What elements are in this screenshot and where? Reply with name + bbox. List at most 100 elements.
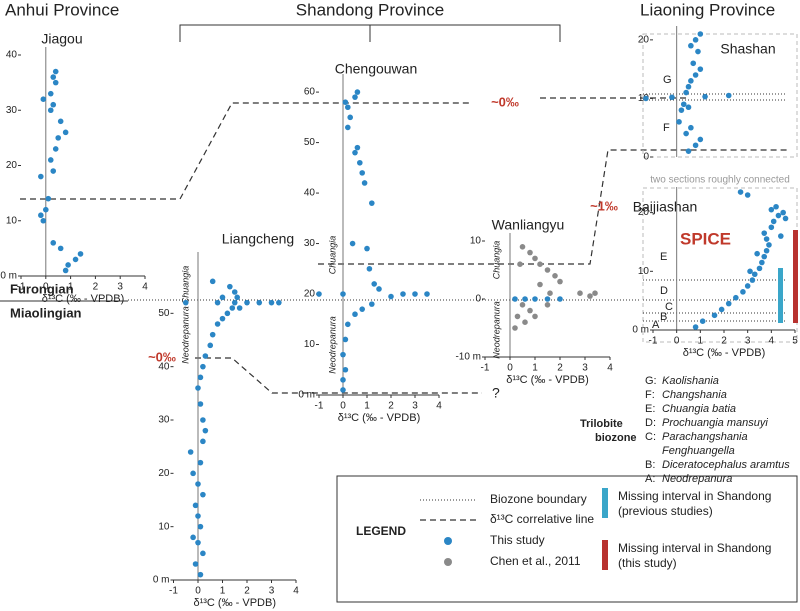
x-tick-label: 3 bbox=[412, 401, 418, 412]
data-point bbox=[544, 267, 551, 273]
annotation: ~1‰ bbox=[590, 198, 618, 213]
y-tick-label: 10 bbox=[158, 521, 170, 532]
y-tick-label: 0 bbox=[643, 152, 649, 163]
data-point bbox=[514, 313, 521, 320]
data-point bbox=[345, 321, 351, 328]
data-point bbox=[342, 366, 349, 373]
data-point bbox=[692, 324, 699, 330]
data-point bbox=[190, 470, 196, 477]
data-point bbox=[40, 96, 47, 102]
y-tick-label: 0 m bbox=[153, 575, 170, 586]
x-tick-label: 1 bbox=[532, 363, 538, 374]
x-tick-label: -1 bbox=[649, 336, 658, 347]
data-point bbox=[352, 149, 358, 156]
correlative-line bbox=[195, 357, 482, 394]
zone-name: Chuangia bbox=[180, 266, 190, 305]
data-point bbox=[676, 119, 682, 125]
data-point bbox=[227, 283, 233, 290]
province: Liaoning Province bbox=[640, 0, 775, 19]
bracket bbox=[179, 24, 561, 42]
legend-label: Biozone boundary bbox=[490, 492, 587, 506]
biozone-title: biozone bbox=[595, 432, 637, 444]
data-point bbox=[692, 72, 699, 78]
zone-letter: B bbox=[660, 311, 667, 323]
x-tick-label: 2 bbox=[388, 401, 394, 412]
data-point bbox=[55, 135, 61, 141]
data-point bbox=[244, 299, 250, 306]
data-point bbox=[354, 144, 361, 151]
data-point bbox=[47, 90, 54, 97]
data-point bbox=[577, 290, 583, 297]
biozone-name: Diceratocephalus aramtus bbox=[662, 459, 790, 471]
legend-label: (this study) bbox=[618, 556, 677, 570]
x-tick-label: -1 bbox=[315, 401, 324, 412]
correlative-line bbox=[318, 149, 790, 265]
legend-symbol bbox=[602, 488, 608, 518]
data-point bbox=[200, 550, 206, 557]
data-point bbox=[643, 95, 649, 102]
data-point bbox=[77, 251, 84, 257]
legend-label: δ¹³C correlative line bbox=[490, 512, 594, 526]
legend-title: LEGEND bbox=[356, 524, 406, 538]
x-axis-label: δ¹³C (‰ - VPDB) bbox=[42, 293, 125, 305]
data-point bbox=[197, 374, 204, 381]
data-point bbox=[744, 192, 751, 198]
x-tick-label: 0 bbox=[43, 282, 49, 293]
panel-title: Baijiashan bbox=[633, 199, 698, 215]
data-point bbox=[57, 118, 64, 125]
data-point bbox=[557, 278, 563, 285]
data-point bbox=[733, 294, 739, 301]
data-point bbox=[763, 236, 770, 242]
data-point bbox=[340, 351, 346, 358]
missing-interval bbox=[778, 268, 783, 323]
data-point bbox=[770, 218, 777, 225]
data-point bbox=[754, 250, 760, 257]
data-point bbox=[692, 142, 699, 149]
annotation: ? bbox=[492, 385, 500, 401]
annotation: ~0‰ bbox=[148, 349, 176, 364]
data-point bbox=[522, 296, 528, 302]
data-point bbox=[702, 93, 708, 100]
zone-letter: A bbox=[652, 319, 660, 331]
data-point bbox=[342, 336, 349, 343]
data-point bbox=[224, 310, 231, 317]
data-point bbox=[552, 273, 558, 279]
data-point bbox=[50, 74, 57, 80]
data-point bbox=[342, 99, 349, 105]
data-point bbox=[749, 277, 756, 283]
data-point bbox=[532, 255, 538, 262]
y-tick-label: 30 bbox=[6, 105, 18, 116]
legend-symbol bbox=[444, 558, 452, 566]
zone-letter: E bbox=[660, 251, 667, 263]
biozone-name: Parachangshania bbox=[662, 431, 748, 443]
biozone-name: Fenghuangella bbox=[662, 445, 735, 457]
data-point bbox=[780, 209, 786, 216]
data-point bbox=[359, 306, 366, 312]
zone-letter: C bbox=[665, 301, 673, 313]
data-point bbox=[190, 534, 196, 541]
data-point bbox=[587, 293, 593, 299]
data-point bbox=[678, 107, 685, 113]
data-point bbox=[359, 170, 366, 176]
data-point bbox=[369, 200, 375, 206]
data-point bbox=[424, 291, 430, 297]
data-point bbox=[229, 305, 236, 311]
data-point bbox=[782, 215, 789, 222]
x-tick-label: 1 bbox=[364, 401, 370, 412]
data-point bbox=[775, 212, 782, 219]
frame bbox=[642, 33, 798, 158]
x-tick-label: -1 bbox=[17, 282, 26, 293]
zone-name: Neodrepanura bbox=[327, 316, 337, 374]
data-point bbox=[725, 92, 732, 99]
data-point bbox=[219, 315, 226, 322]
data-point bbox=[209, 331, 216, 338]
data-point bbox=[195, 513, 201, 519]
data-point bbox=[768, 206, 775, 213]
data-point bbox=[388, 293, 394, 300]
data-point bbox=[340, 387, 346, 393]
data-point bbox=[766, 242, 772, 248]
data-point bbox=[680, 101, 687, 108]
data-point bbox=[197, 571, 204, 578]
legend-label: (previous studies) bbox=[618, 504, 713, 518]
